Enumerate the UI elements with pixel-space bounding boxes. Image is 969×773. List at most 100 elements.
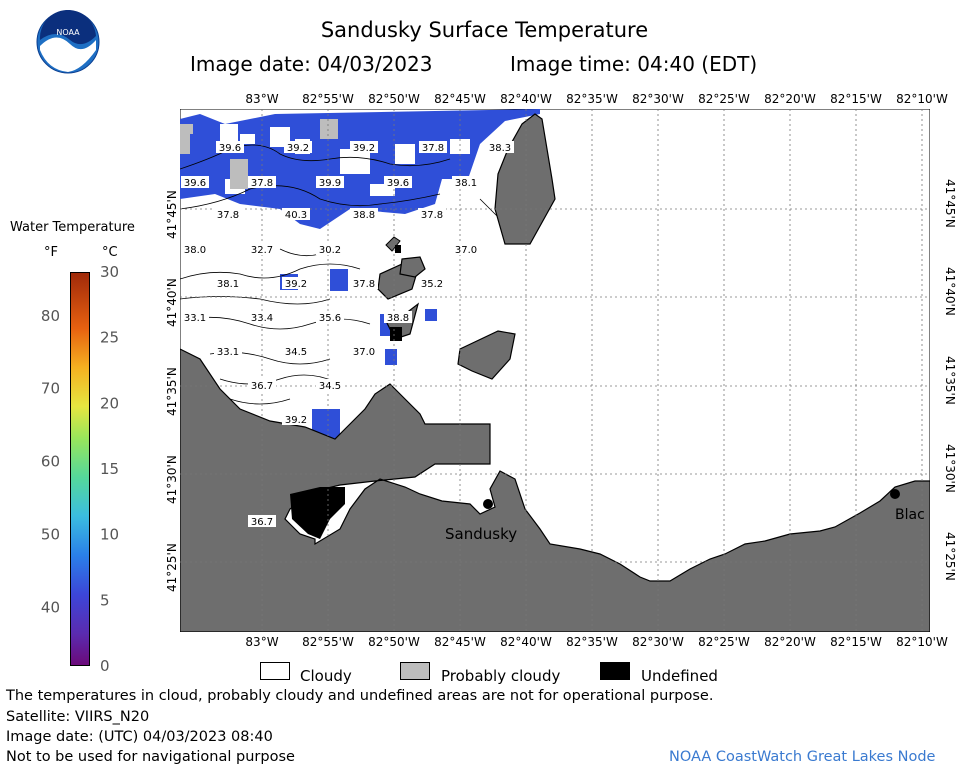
temp-label: 37.8 <box>353 279 375 290</box>
temp-label: 37.8 <box>251 178 273 189</box>
temp-label: 38.8 <box>353 210 375 221</box>
mainland-shore <box>180 348 930 632</box>
temp-label: 33.1 <box>184 313 206 324</box>
colorbar-tick-c: 0 <box>100 657 110 675</box>
legend-undefined-swatch <box>600 662 630 680</box>
lon-label-bottom: 82°15'W <box>830 635 882 649</box>
temp-label-bg <box>248 243 276 255</box>
temp-label-bg <box>282 208 310 220</box>
lon-label-top: 82°40'W <box>500 92 552 106</box>
temp-label-bg <box>384 176 412 188</box>
colorbar-tick-c: 25 <box>100 329 119 347</box>
temp-label-bg <box>384 311 412 323</box>
lon-label-bottom: 82°10'W <box>896 635 948 649</box>
bass-island-north <box>399 256 426 278</box>
lon-label-bottom: 82°45'W <box>434 635 486 649</box>
temp-label-bg <box>316 379 344 391</box>
temp-label-bg <box>181 243 209 255</box>
temp-label: 38.0 <box>184 245 206 256</box>
colorbar-tick-c: 5 <box>100 591 110 609</box>
temp-label-bg <box>418 277 446 289</box>
temp-label-bg <box>486 141 514 153</box>
temp-label-bg <box>282 345 310 357</box>
lon-label-bottom: 82°50'W <box>368 635 420 649</box>
temp-label: 39.6 <box>387 178 409 189</box>
temp-label: 37.8 <box>422 143 444 154</box>
undefined-areas <box>290 245 402 539</box>
temp-label: 39.9 <box>319 178 341 189</box>
footer-satellite: Satellite: VIIRS_N20 <box>6 709 150 725</box>
lat-label-left: 41°25'N <box>165 543 179 592</box>
colorbar-tick-c: 20 <box>100 394 119 412</box>
temp-label-bg <box>248 379 276 391</box>
temp-label-bg <box>248 311 276 323</box>
lon-label-top: 83°W <box>245 92 279 106</box>
image-date: Image date: 04/03/2023 <box>190 52 433 76</box>
lon-label-bottom: 82°40'W <box>500 635 552 649</box>
lon-label-bottom: 83°W <box>245 635 279 649</box>
temp-label-bg <box>316 243 344 255</box>
colorbar-ticks: 40 50 60 70 80 0 5 10 15 20 25 30 <box>41 263 119 675</box>
legend-cloudy-label: Cloudy <box>300 667 352 685</box>
temp-label: 38.3 <box>489 143 511 154</box>
temp-label-bg <box>316 311 344 323</box>
temp-label-bg <box>214 208 242 220</box>
temp-label: 30.2 <box>319 245 341 256</box>
footer-disclaimer: The temperatures in cloud, probably clou… <box>6 688 714 704</box>
temp-label-bg <box>350 208 378 220</box>
image-time: Image time: 04:40 (EDT) <box>510 52 758 76</box>
footer-navigation-warning: Not to be used for navigational purpose <box>6 749 295 765</box>
temp-label-bg <box>418 208 446 220</box>
lon-label-top: 82°35'W <box>566 92 618 106</box>
lat-label-right: 41°25'N <box>943 532 957 581</box>
temp-label-bg <box>282 413 310 425</box>
lon-label-top: 82°30'W <box>632 92 684 106</box>
temp-label-bg <box>452 176 480 188</box>
temp-label: 38.1 <box>217 279 239 290</box>
temp-label-bg <box>350 141 378 153</box>
temp-label: 35.6 <box>319 313 341 324</box>
temp-label: 39.2 <box>287 143 309 154</box>
temp-label-bg <box>350 345 378 357</box>
temp-label: 33.4 <box>251 313 273 324</box>
temp-label: 36.7 <box>251 381 273 392</box>
lon-label-bottom: 82°20'W <box>764 635 816 649</box>
noaa-logo: NOAA <box>36 10 100 74</box>
page-title: Sandusky Surface Temperature <box>320 18 649 42</box>
lat-label-left: 41°40'N <box>165 278 179 327</box>
temp-label: 39.2 <box>285 415 307 426</box>
colorbar-tick-c: 10 <box>100 526 119 544</box>
lon-label-top: 82°50'W <box>368 92 420 106</box>
lon-label-bottom: 82°25'W <box>698 635 750 649</box>
temp-label-bg <box>214 345 242 357</box>
isotherms <box>180 144 501 405</box>
temp-label-bg <box>452 243 480 255</box>
small-islands <box>385 236 401 252</box>
temp-label: 34.5 <box>285 347 307 358</box>
temp-label: 37.8 <box>421 210 443 221</box>
legend-probably-cloudy-swatch <box>400 662 430 680</box>
lat-label-left: 41°30'N <box>165 455 179 504</box>
lon-label-bottom: 82°55'W <box>302 635 354 649</box>
temp-label-bg <box>216 141 244 153</box>
temp-label-bg <box>419 141 447 153</box>
lat-label-right: 41°35'N <box>943 356 957 405</box>
colorbar-tick-f: 60 <box>41 453 60 471</box>
temp-label: 32.7 <box>251 245 273 256</box>
lon-label-top: 82°10'W <box>896 92 948 106</box>
temp-label-bg <box>284 141 312 153</box>
legend-undefined-label: Undefined <box>641 667 718 685</box>
temp-label-bg <box>350 277 378 289</box>
temp-label: 38.1 <box>455 178 477 189</box>
temp-label: 39.6 <box>219 143 241 154</box>
colorbar <box>70 272 90 666</box>
temp-label: 35.2 <box>421 279 443 290</box>
temp-label-bg <box>316 176 344 188</box>
colorbar-tick-f: 50 <box>41 526 60 544</box>
temp-label: 37.0 <box>353 347 375 358</box>
temp-label: 36.7 <box>251 517 273 528</box>
lon-label-top: 82°25'W <box>698 92 750 106</box>
sandusky-marker <box>483 499 493 509</box>
probably-cloudy-areas <box>180 119 338 189</box>
temp-label: 33.1 <box>217 347 239 358</box>
